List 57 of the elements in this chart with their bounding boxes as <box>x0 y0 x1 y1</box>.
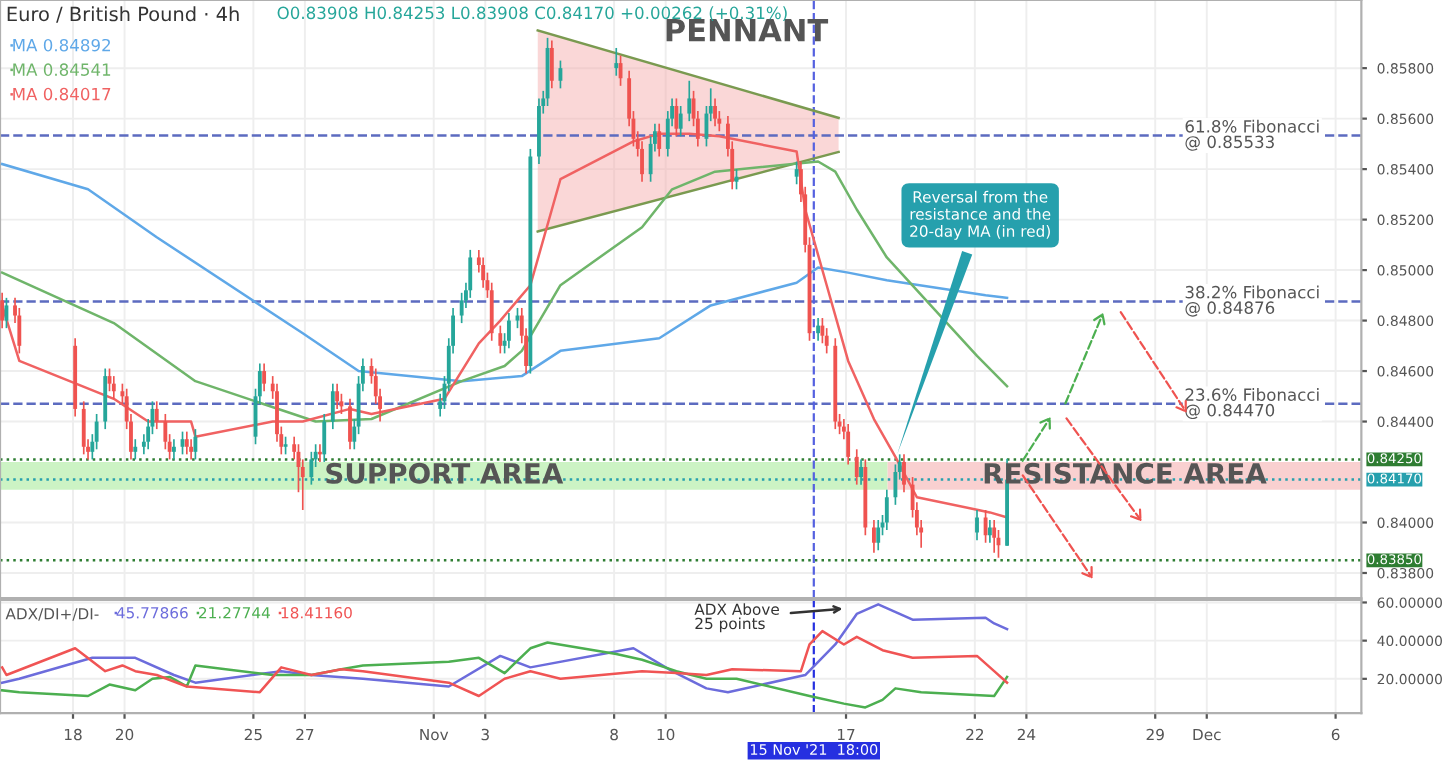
candlestick <box>992 519 997 554</box>
candlestick <box>133 438 138 461</box>
candlestick <box>184 430 189 456</box>
candlestick <box>489 281 494 342</box>
candlestick <box>983 509 988 544</box>
candlestick <box>172 438 176 461</box>
candlestick <box>81 400 86 456</box>
candlestick <box>794 160 799 186</box>
candlestick <box>975 509 979 542</box>
candlestick <box>193 428 198 461</box>
candlestick <box>189 438 194 461</box>
candlestick <box>674 97 679 138</box>
candlestick <box>309 450 314 486</box>
candlestick <box>859 458 863 486</box>
candlestick <box>713 97 717 128</box>
ref-line-label: 23.6% Fibonacci @ 0.84470 <box>1185 388 1319 420</box>
line-series <box>0 629 1009 698</box>
candlestick <box>498 324 503 355</box>
candlestick <box>348 397 352 451</box>
candlestick <box>846 423 851 466</box>
candlestick <box>103 367 108 430</box>
candlestick <box>549 39 554 90</box>
candlestick <box>657 122 662 158</box>
candlestick <box>884 488 889 531</box>
candlestick <box>163 413 168 451</box>
candlestick <box>154 400 159 430</box>
candlestick <box>339 392 344 415</box>
band-label: SUPPORT AREA <box>326 462 564 484</box>
candlestick <box>872 519 876 554</box>
ref-line-label: 61.8% Fibonacci @ 0.85533 <box>1185 119 1319 151</box>
candlestick <box>876 519 881 552</box>
candlestick <box>687 79 692 122</box>
candlestick <box>614 47 619 77</box>
candlestick <box>335 382 340 410</box>
candlestick <box>506 312 511 350</box>
candlestick <box>987 519 992 544</box>
ref-line-label: 38.2% Fibonacci @ 0.84876 <box>1185 285 1319 317</box>
candlestick <box>854 448 859 486</box>
legend-label: MA 0.84541 <box>13 63 111 76</box>
candlestick <box>330 382 335 430</box>
candlestick <box>0 291 5 329</box>
chart-subtitle: O0.83908 H0.84253 L0.83908 C0.84170 +0.00262 (+0.31%) <box>277 6 787 22</box>
legend-label: MA 0.84892 <box>13 38 110 52</box>
candlestick <box>678 105 683 138</box>
candlestick <box>459 291 464 324</box>
candlestick <box>322 413 327 463</box>
candlestick <box>902 453 906 494</box>
legend-label: MA 0.84017 <box>13 87 111 101</box>
candlestick <box>816 317 821 342</box>
chart-title: Euro / British Pound · 4h <box>7 6 239 23</box>
candlestick <box>111 375 116 400</box>
candlestick <box>820 317 825 345</box>
candlestick <box>262 362 267 393</box>
annotation: PENNANT <box>666 19 829 42</box>
candlestick <box>94 413 99 451</box>
line-series <box>0 603 1009 694</box>
line-series <box>0 641 1009 709</box>
